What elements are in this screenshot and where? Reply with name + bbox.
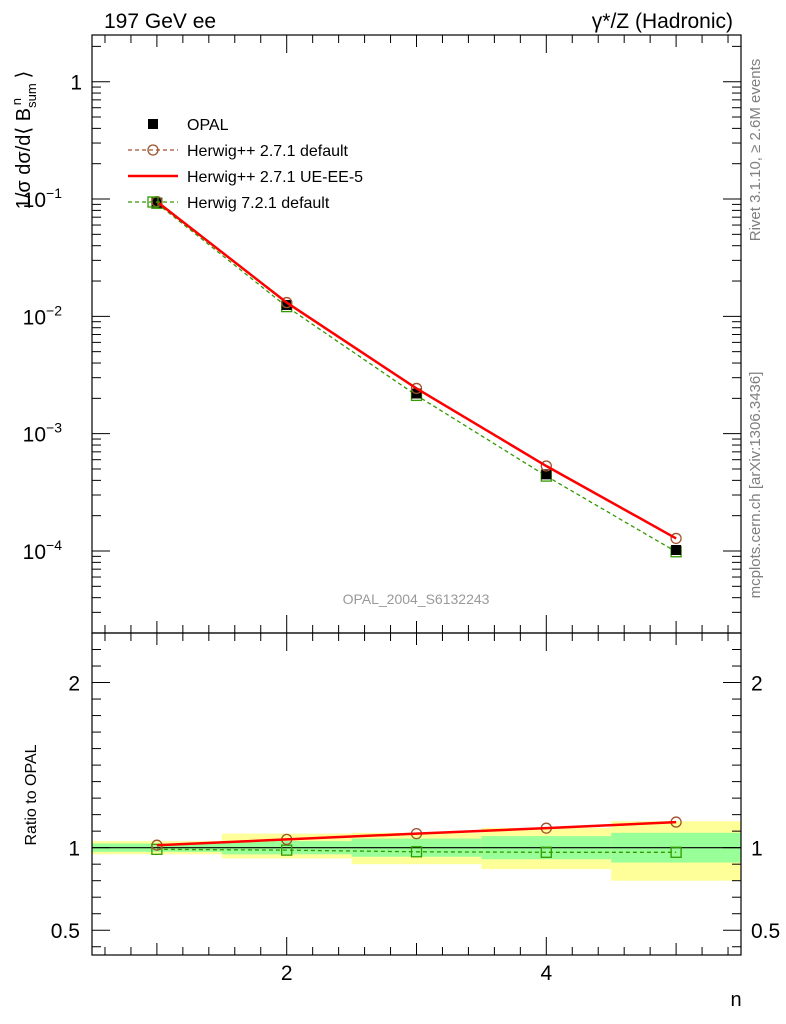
main-ylabel: 1/σ dσ/d⟨ Bsumn ⟩ <box>9 71 39 210</box>
data-point <box>670 846 682 858</box>
header-left: 197 GeV ee <box>104 10 216 33</box>
main-y-tick-label: 10−4 <box>23 537 63 564</box>
data-point <box>410 846 423 858</box>
data-point <box>540 460 552 472</box>
analysis-watermark: OPAL_2004_S6132243 <box>343 591 490 607</box>
data-point <box>670 532 682 545</box>
x-axis-label: n <box>730 989 741 1011</box>
main-y-tick-label: 10−2 <box>23 302 63 329</box>
ratio-y-tick-label: 2 <box>68 673 80 696</box>
data-point <box>281 844 293 856</box>
legend-marker <box>147 144 159 156</box>
legend-entry: Herwig 7.2.1 default <box>128 195 330 212</box>
series-line <box>156 848 677 853</box>
ratio-plot-layer <box>151 816 682 858</box>
legend-marker <box>148 119 158 129</box>
main-y-tick-label: 10−3 <box>23 420 63 447</box>
data-point <box>410 382 423 395</box>
ratio-y-tick-label-right: 1 <box>751 838 763 861</box>
ratio-y-tick-label: 1 <box>68 838 80 861</box>
legend-label: Herwig++ 2.7.1 UE-EE-5 <box>187 169 363 186</box>
series-line <box>156 201 677 539</box>
ratio-y-tick-label-right: 0.5 <box>751 920 780 943</box>
main-plot-layer <box>151 195 682 558</box>
legend-label: Herwig 7.2.1 default <box>187 195 330 212</box>
rivet-version-text: Rivet 3.1.10, ≥ 2.6M events <box>747 59 764 242</box>
data-point <box>540 846 552 858</box>
main-y-tick-label: 10−1 <box>23 185 63 212</box>
main-ylabel-text: 1/σ dσ/d⟨ Bsumn ⟩ <box>9 71 39 210</box>
main-y-tick-label: 1 <box>70 72 82 95</box>
mcplots-text: mcplots.cern.ch [arXiv:1306.3436] <box>747 372 764 599</box>
series-line <box>156 202 677 553</box>
legend-entry: Herwig++ 2.7.1 UE-EE-5 <box>128 169 363 186</box>
series-line <box>156 200 677 540</box>
legend: OPAL Herwig++ 2.7.1 default Herwig++ 2.7.1… <box>128 117 363 212</box>
legend-label: OPAL <box>187 117 229 134</box>
x-tick-label: 4 <box>540 962 552 985</box>
data-point <box>281 299 292 310</box>
plot-frames: 1 10−1 10−2 10−3 10−4 2 4 0.5 0.5 1 1 2 2 <box>23 34 780 985</box>
data-point <box>671 544 682 555</box>
ratio-y-tick-label-right: 2 <box>751 673 763 696</box>
header-right: γ*/Z (Hadronic) <box>592 10 733 33</box>
main-series-herwig-7-2-1-default <box>151 197 682 558</box>
legend-label: Herwig++ 2.7.1 default <box>187 143 349 160</box>
ratio-uncertainty-bands <box>92 821 741 881</box>
ratio-series-herwig-2-7-1-ue-ee-5 <box>156 820 677 847</box>
main-series-herwig-2-7-1-ue-ee-5 <box>156 200 677 540</box>
x-tick-label: 2 <box>281 962 293 985</box>
ratio-y-tick-label: 0.5 <box>51 920 80 943</box>
data-point <box>281 296 293 309</box>
data-point <box>541 469 552 480</box>
series-line <box>156 820 677 847</box>
legend-entry: OPAL <box>148 117 229 134</box>
legend-entry: Herwig++ 2.7.1 default <box>128 143 349 160</box>
ratio-panel-frame <box>91 632 742 956</box>
main-series-herwig-2-7-1-default <box>151 195 682 545</box>
ratio-ylabel: Ratio to OPAL <box>23 744 40 845</box>
legend-marker <box>147 196 159 208</box>
main-series-opal <box>151 197 682 555</box>
